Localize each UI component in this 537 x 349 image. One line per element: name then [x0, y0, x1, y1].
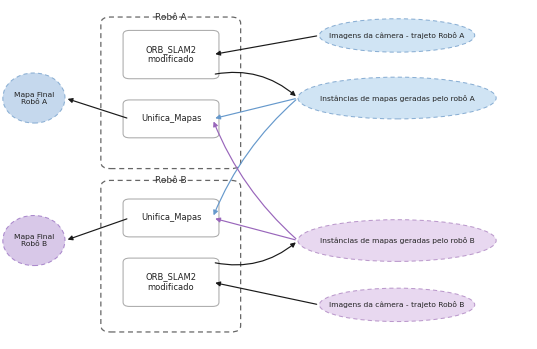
Text: Instâncias de mapas geradas pelo robô A: Instâncias de mapas geradas pelo robô A — [320, 95, 474, 102]
Text: Robô B: Robô B — [155, 176, 186, 185]
Text: Imagens da câmera - trajeto Robô A: Imagens da câmera - trajeto Robô A — [329, 32, 465, 39]
Text: Instâncias de mapas geradas pelo robô B: Instâncias de mapas geradas pelo robô B — [320, 237, 474, 244]
Ellipse shape — [3, 73, 65, 123]
Ellipse shape — [3, 216, 65, 266]
FancyBboxPatch shape — [123, 100, 219, 138]
Text: ORB_SLAM2
modificado: ORB_SLAM2 modificado — [146, 273, 197, 292]
FancyBboxPatch shape — [123, 258, 219, 306]
Ellipse shape — [298, 220, 496, 261]
Text: Unifica_Mapas: Unifica_Mapas — [141, 214, 201, 222]
Ellipse shape — [298, 77, 496, 119]
FancyBboxPatch shape — [123, 30, 219, 79]
Ellipse shape — [320, 19, 475, 52]
Text: Unifica_Mapas: Unifica_Mapas — [141, 114, 201, 124]
Text: Mapa Final
Robô B: Mapa Final Robô B — [14, 234, 54, 247]
Text: Mapa Final
Robô A: Mapa Final Robô A — [14, 91, 54, 105]
Text: Robô A: Robô A — [155, 13, 186, 22]
Text: Imagens da câmera - trajeto Robô B: Imagens da câmera - trajeto Robô B — [329, 301, 465, 309]
Ellipse shape — [320, 288, 475, 321]
FancyBboxPatch shape — [123, 199, 219, 237]
Text: ORB_SLAM2
modificado: ORB_SLAM2 modificado — [146, 45, 197, 64]
